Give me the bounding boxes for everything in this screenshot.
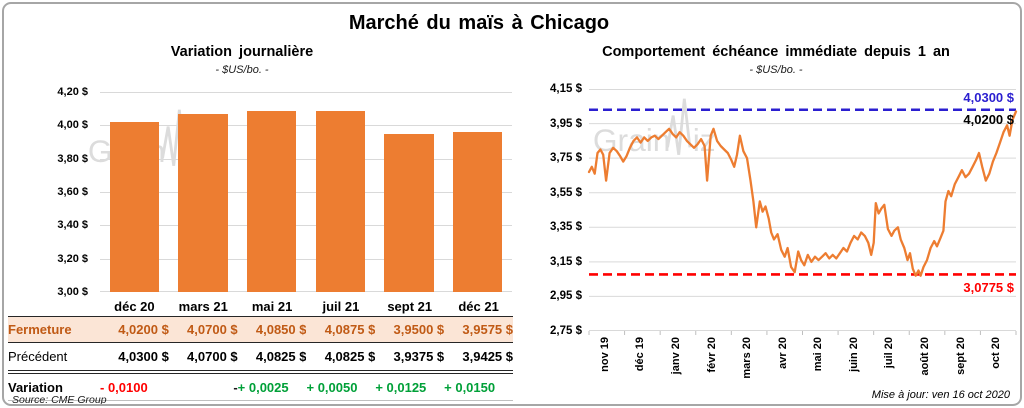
table-row-precedent: Précédent 4,0300 $ 4,0700 $ 4,0825 $ 4,0… (8, 342, 513, 374)
x-tick-label: avr 20 (776, 337, 789, 369)
table-cell: 4,0850 $ (237, 316, 307, 343)
table-cell: + 0,0125 (375, 372, 445, 401)
column-header: déc 20 (114, 298, 155, 314)
bar (178, 113, 228, 292)
gridline (100, 291, 512, 292)
column-header: mai 21 (251, 298, 293, 314)
y-tick-label: 3,35 $ (550, 221, 582, 234)
y-tick-label: 3,20 $ (57, 252, 88, 265)
bar (384, 133, 434, 292)
y-tick-label: 2,75 $ (550, 325, 582, 337)
table-cell: 4,0875 $ (306, 316, 376, 343)
line-chart: 4,15 $ 3,95 $ 3,75 $ 3,55 $ 3,35 $ 3,15 $ 2,95… (534, 83, 1018, 395)
x-tick-label: mai 20 (812, 337, 825, 372)
futures-table: déc 20 mars 21 mai 21 juil 21 sept 21 dé… (8, 296, 513, 401)
y-tick-label: 4,00 $ (57, 119, 88, 132)
line-chart-x-axis: nov 19 déc 19 janv 20 févr 20 mars 20 avr 20 m… (589, 335, 1016, 395)
table-cell: + 0,0050 (306, 372, 376, 401)
gridline (100, 192, 512, 193)
table-cell: 4,0700 $ (168, 342, 238, 374)
table-cell: 3,9375 $ (375, 342, 445, 374)
update-note: Mise à jour: ven 16 oct 2020 (871, 389, 1010, 401)
y-tick-label: 3,60 $ (57, 186, 88, 198)
x-tick-label: févr 20 (705, 337, 718, 373)
page-title: Marché du maïs à Chicago (348, 12, 610, 34)
line-chart-title: Comportement échéance immédiate depuis 1… (602, 44, 950, 60)
table-header-row: déc 20 mars 21 mai 21 juil 21 sept 21 dé… (8, 296, 513, 317)
line-chart-plot-area: Grain iz 4,0300 $ 4,0200 $ 3,0775 $ (587, 89, 1018, 335)
column-header: mars 21 (178, 298, 228, 314)
x-tick-label: sept 20 (954, 337, 967, 375)
table-cell: 3,9425 $ (444, 342, 513, 374)
x-tick-label: juin 20 (847, 337, 860, 372)
x-tick-label: janv 20 (669, 337, 682, 375)
gridline (100, 158, 512, 160)
resistance-price-label: 4,0300 $ (963, 89, 1014, 105)
x-tick-label: oct 20 (990, 337, 1003, 369)
table-cell: - (168, 372, 238, 401)
table-cell: 4,0300 $ (100, 342, 169, 374)
support-price-label: 3,0775 $ (963, 280, 1014, 296)
y-tick-label: 3,40 $ (57, 219, 88, 232)
bar-chart: 4,20 $ 4,00 $ 3,80 $ 3,60 $ 3,40 $ 3,20 $ 3,00… (8, 84, 512, 298)
y-tick-label: 3,55 $ (550, 186, 582, 199)
table-cell: 3,9500 $ (375, 316, 445, 343)
gridline (100, 92, 512, 93)
column-header: sept 21 (387, 298, 433, 314)
source-note: Source: CME Group (12, 394, 107, 406)
table-corner-cell (8, 296, 100, 317)
x-tick-label: mars 20 (741, 337, 754, 379)
x-tick-label: août 20 (919, 337, 932, 376)
table-cell: 4,0825 $ (306, 342, 376, 374)
price-line-svg (587, 89, 1018, 335)
y-tick-label: 2,95 $ (550, 290, 582, 303)
table-cell: 4,0825 $ (237, 342, 307, 374)
bar-chart-y-axis: 4,20 $ 4,00 $ 3,80 $ 3,60 $ 3,40 $ 3,20 $ 3,00… (8, 86, 88, 298)
y-tick-label: 4,20 $ (57, 86, 88, 98)
x-tick-label: nov 19 (598, 337, 611, 372)
table-row-fermeture: Fermeture 4,0200 $ 4,0700 $ 4,0850 $ 4,0… (8, 316, 513, 343)
row-label: Variation (8, 372, 100, 401)
gridline (100, 258, 512, 260)
row-label: Fermeture (8, 316, 100, 343)
column-header: déc 21 (458, 298, 499, 314)
gridline (100, 125, 512, 127)
y-tick-label: 3,75 $ (550, 152, 582, 165)
bar (452, 132, 503, 292)
table-cell: - 0,0100 (100, 372, 169, 401)
y-tick-label: 4,15 $ (550, 83, 582, 95)
y-tick-label: 3,15 $ (550, 255, 582, 268)
bar (109, 122, 160, 292)
gridline (100, 225, 512, 227)
x-tick-label: juil 20 (883, 337, 896, 369)
table-cell: + 0,0150 (444, 372, 513, 401)
bar-chart-subtitle: - $US/bo. - (215, 64, 269, 76)
column-header: juil 21 (322, 298, 360, 314)
line-chart-y-axis: 4,15 $ 3,95 $ 3,75 $ 3,55 $ 3,35 $ 3,15 $ 2,95… (534, 83, 584, 337)
last-price-label: 4,0200 $ (963, 111, 1014, 127)
bar-chart-title: Variation journalière (170, 44, 314, 60)
bar (315, 110, 366, 292)
table-cell: + 0,0025 (237, 372, 307, 401)
y-tick-label: 3,80 $ (57, 152, 88, 165)
line-chart-subtitle: - $US/bo. - (749, 64, 803, 76)
table-cell: 4,0700 $ (168, 316, 238, 343)
table-row-variation: Variation - 0,0100 - + 0,0025 + 0,0050 +… (8, 372, 513, 401)
row-label: Précédent (8, 342, 100, 374)
y-tick-label: 3,00 $ (57, 286, 88, 298)
table-cell: 3,9575 $ (444, 316, 513, 343)
x-tick-label: déc 19 (634, 337, 647, 372)
y-tick-label: 3,95 $ (550, 117, 582, 130)
bar (246, 111, 297, 292)
table-cell: 4,0200 $ (100, 316, 169, 343)
bar-chart-plot-area: Grain iz (88, 92, 512, 292)
